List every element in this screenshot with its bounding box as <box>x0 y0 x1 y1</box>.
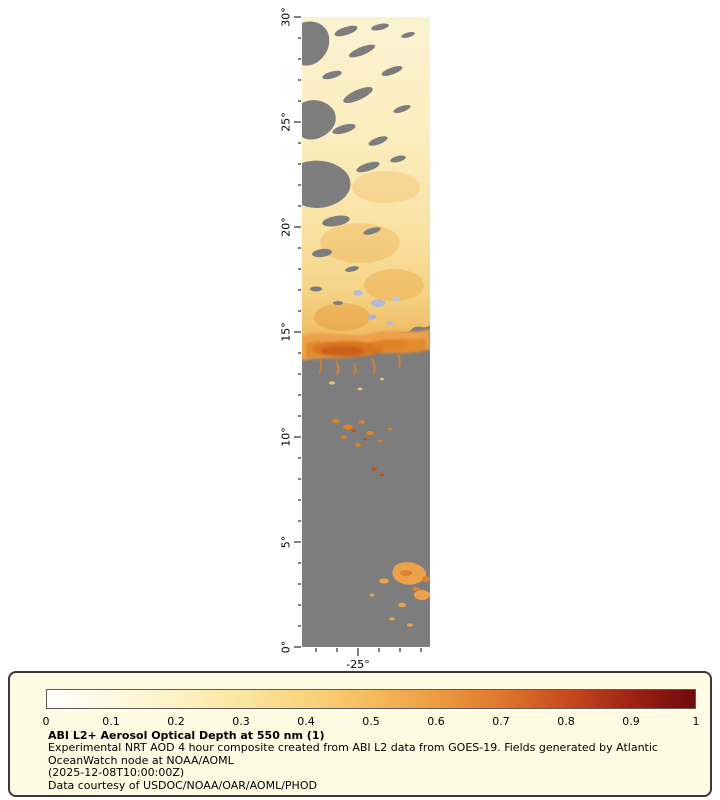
legend-timestamp: (2025-12-08T10:00:00Z) <box>48 766 185 780</box>
colorbar-tick-label: 0.8 <box>557 715 575 728</box>
aod-map-raster <box>302 17 430 647</box>
colorbar-gradient <box>46 689 696 709</box>
legend-description: Experimental NRT AOD 4 hour composite cr… <box>48 741 658 767</box>
dust-band-layer <box>302 329 430 361</box>
colorbar-tick-label: 0.1 <box>102 715 120 728</box>
colorbar-tick-label: 0.6 <box>427 715 445 728</box>
y-axis-tick-label: 10° <box>279 427 293 447</box>
colorbar-tick-label: 0.4 <box>297 715 315 728</box>
speckle-cluster-layer <box>332 419 393 477</box>
south-patch-layer <box>369 562 430 627</box>
colorbar-tick-label: 0.7 <box>492 715 510 728</box>
x-axis-tick-label: -25° <box>346 658 370 671</box>
colorbar-tick-label: 0 <box>42 715 50 728</box>
colorbar-tick-row: 0 0.1 0.2 0.3 0.4 0.5 0.6 0.7 0.8 0.9 1 <box>42 715 700 728</box>
aod-map <box>302 17 430 647</box>
colorbar-tick-label: 0.5 <box>362 715 380 728</box>
y-axis-tick-label: 15° <box>279 322 293 342</box>
aerosol-field-layer <box>302 17 430 358</box>
y-axis-tick-label: 0° <box>279 640 293 654</box>
edge-speckle-layer <box>329 377 384 391</box>
legend-credit: Data courtesy of USDOC/NOAA/OAR/AOML/PHO… <box>48 778 317 792</box>
y-axis-tick-label: 20° <box>279 217 293 237</box>
cloud-gap-layer <box>302 21 415 305</box>
colorbar-tick-label: 0.9 <box>622 715 640 728</box>
y-axis-tick-label: 30° <box>279 7 293 27</box>
legend-title: ABI L2+ Aerosol Optical Depth at 550 nm … <box>48 729 325 742</box>
colorbar-tick-label: 0.3 <box>232 715 250 728</box>
y-axis-tick-label: 25° <box>279 112 293 132</box>
legend-text-block: ABI L2+ Aerosol Optical Depth at 550 nm … <box>48 729 703 792</box>
island-blob-layer <box>353 290 400 325</box>
dust-filament-layer <box>318 354 401 376</box>
legend-panel: 0 0.1 0.2 0.3 0.4 0.5 0.6 0.7 0.8 0.9 1 ABI L2+ Ae… <box>8 671 712 797</box>
colorbar-tick-label: 0.2 <box>167 715 185 728</box>
colorbar-tick-label: 1 <box>692 715 700 728</box>
y-axis-tick-label: 5° <box>279 535 293 549</box>
